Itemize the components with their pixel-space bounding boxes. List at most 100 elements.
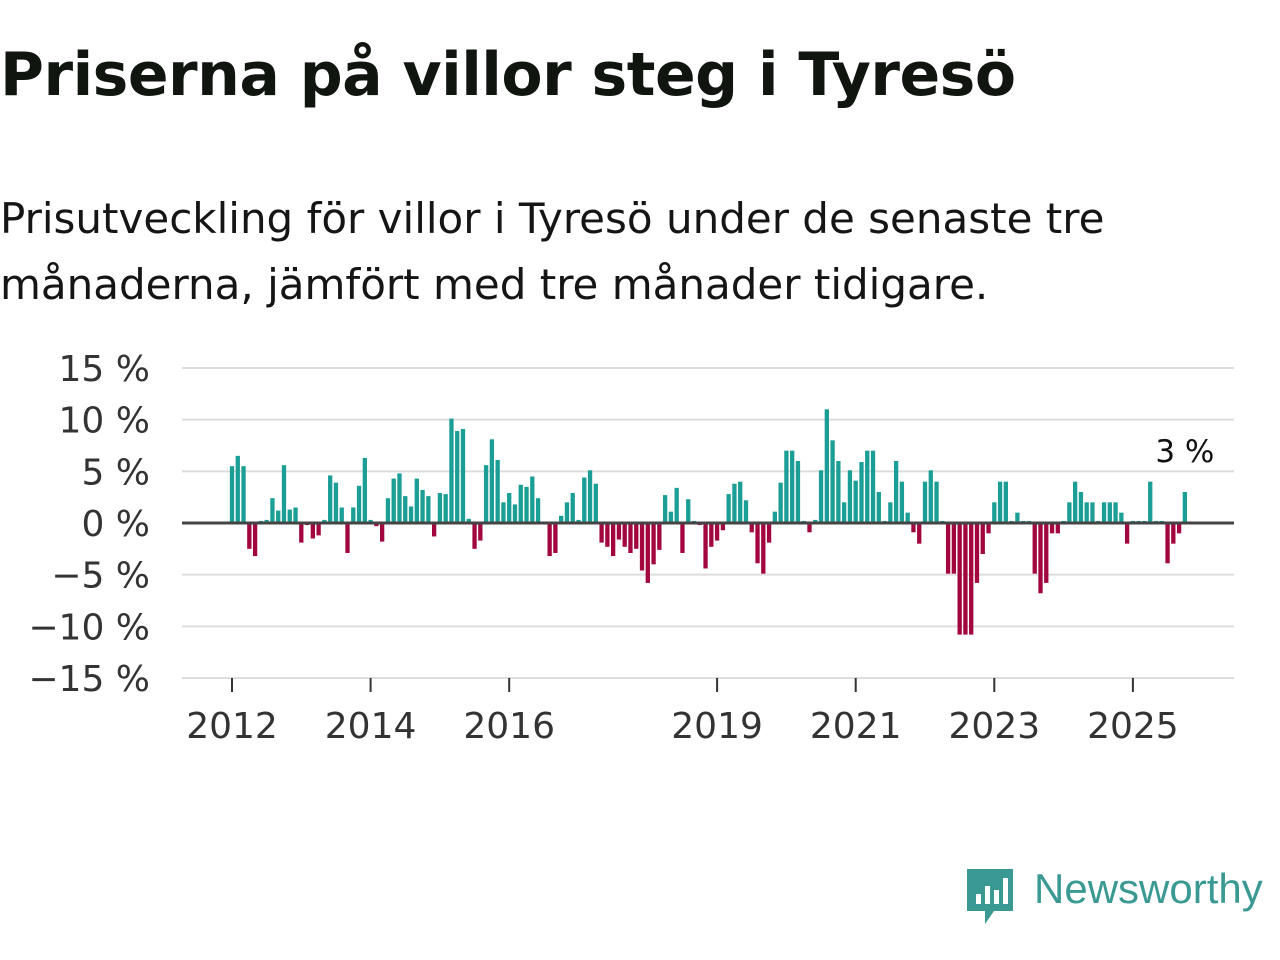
bar bbox=[668, 511, 674, 523]
bar bbox=[518, 484, 523, 523]
bar bbox=[922, 481, 928, 523]
bar bbox=[1032, 523, 1037, 574]
bar bbox=[876, 492, 881, 523]
bar bbox=[1003, 481, 1008, 523]
bar bbox=[824, 409, 829, 523]
bar bbox=[599, 523, 604, 543]
bar bbox=[426, 496, 431, 523]
bar bbox=[1148, 481, 1153, 523]
bar bbox=[639, 523, 645, 571]
bar bbox=[611, 523, 616, 557]
bar bbox=[252, 523, 258, 557]
bar bbox=[795, 461, 801, 523]
bar bbox=[963, 523, 968, 635]
bar bbox=[813, 519, 818, 523]
x-axis: 2012 2014 2016 2019 2021 2023 2025 bbox=[186, 678, 1179, 747]
bar bbox=[403, 496, 408, 523]
bar bbox=[501, 502, 506, 523]
bar bbox=[483, 465, 489, 523]
bar bbox=[720, 523, 726, 531]
bar bbox=[732, 483, 737, 523]
chart-subtitle: Prisutveckling för villor i Tyresö under… bbox=[0, 194, 1105, 309]
bar bbox=[1038, 523, 1043, 594]
y-tick-label: 5 % bbox=[81, 452, 150, 493]
bar bbox=[241, 466, 246, 523]
bar bbox=[986, 523, 991, 534]
bar bbox=[1119, 512, 1124, 523]
bar bbox=[1049, 523, 1055, 534]
bar bbox=[992, 502, 997, 523]
y-tick-label: −10 % bbox=[28, 607, 150, 648]
bar bbox=[299, 523, 304, 543]
bar bbox=[374, 523, 379, 527]
bar bbox=[431, 523, 437, 537]
bar bbox=[911, 523, 916, 533]
bar bbox=[755, 523, 760, 564]
bar bbox=[587, 470, 593, 523]
x-tick-label: 2014 bbox=[325, 706, 417, 747]
bar bbox=[980, 523, 985, 554]
bar bbox=[455, 431, 460, 523]
bar bbox=[362, 457, 367, 523]
x-tick-label: 2012 bbox=[186, 706, 278, 747]
bar bbox=[293, 507, 298, 523]
bar bbox=[507, 493, 512, 523]
bar bbox=[593, 483, 598, 523]
bar bbox=[842, 502, 847, 523]
bar bbox=[859, 462, 864, 523]
bar bbox=[328, 475, 333, 523]
bar bbox=[437, 493, 443, 523]
bar bbox=[662, 495, 668, 523]
bar bbox=[853, 480, 858, 523]
bar bbox=[969, 523, 974, 635]
bar bbox=[247, 523, 252, 549]
bar bbox=[651, 523, 656, 565]
bar bbox=[1073, 481, 1078, 523]
bar bbox=[1113, 502, 1118, 523]
bar bbox=[807, 523, 812, 533]
bar bbox=[281, 465, 287, 523]
bar bbox=[564, 502, 570, 523]
bar bbox=[888, 502, 893, 523]
bar bbox=[628, 523, 633, 553]
newsworthy-logo[interactable]: Newsworthy bbox=[964, 865, 1280, 930]
bar bbox=[264, 519, 269, 523]
bar bbox=[553, 523, 558, 553]
bar bbox=[761, 523, 766, 574]
bar bbox=[530, 476, 535, 523]
bar bbox=[356, 485, 362, 523]
bar bbox=[391, 478, 396, 523]
bar bbox=[489, 439, 495, 523]
bar bbox=[547, 523, 552, 557]
bar bbox=[414, 478, 419, 523]
bar bbox=[674, 487, 679, 523]
bar-chart: 15 %10 %5 %0 %−5 %−10 %−15 % 2012 2014 201… bbox=[28, 349, 1234, 747]
bar bbox=[1078, 492, 1084, 523]
bar bbox=[905, 512, 910, 523]
bar bbox=[917, 523, 922, 544]
bars bbox=[229, 409, 1188, 635]
bar bbox=[582, 477, 587, 523]
bar bbox=[1067, 502, 1072, 523]
last-value-label: 3 % bbox=[1155, 434, 1214, 470]
bar bbox=[957, 523, 962, 635]
bar bbox=[945, 523, 951, 574]
bar bbox=[818, 470, 824, 523]
bar bbox=[1182, 492, 1188, 523]
bar bbox=[997, 481, 1003, 523]
y-tick-label: −15 % bbox=[28, 659, 150, 700]
y-tick-label: 0 % bbox=[81, 504, 150, 545]
bar bbox=[1090, 502, 1095, 523]
bar bbox=[1171, 523, 1176, 544]
bar bbox=[524, 486, 529, 523]
y-axis: 15 % 10 % 5 % 0 % −5 % −10 % −15 % bbox=[28, 349, 150, 700]
bar bbox=[703, 523, 708, 569]
bar bbox=[270, 498, 275, 523]
bar bbox=[714, 523, 720, 541]
bar bbox=[570, 493, 575, 523]
bar bbox=[622, 523, 627, 547]
brand-name: Newsworthy bbox=[1034, 865, 1263, 912]
bar bbox=[657, 523, 662, 550]
bar bbox=[778, 482, 783, 523]
bar bbox=[316, 523, 321, 536]
